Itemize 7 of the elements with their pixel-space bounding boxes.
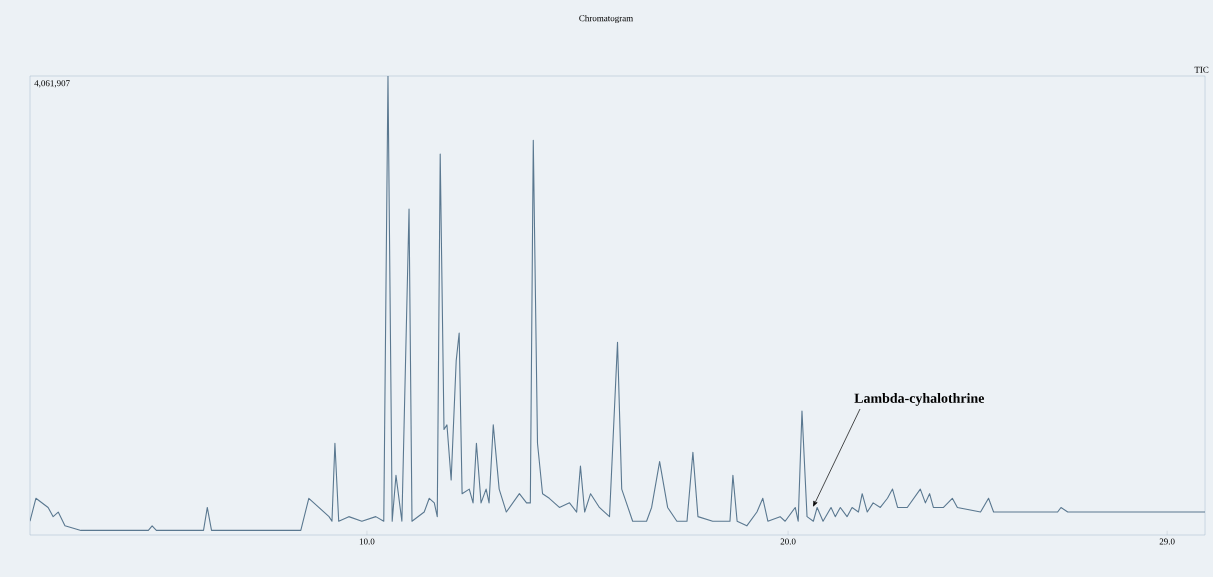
annotation: 4,061,907 (34, 80, 70, 88)
chart-title: Chromatogram (579, 14, 634, 24)
x-tick-label: 29.0 (1159, 538, 1175, 545)
annotation: Lambda-cyhalothrine (854, 393, 985, 406)
text: TIC (1194, 66, 1209, 73)
x-tick-label: 20.0 (780, 538, 796, 545)
x-tick-label: 10.0 (359, 538, 375, 545)
